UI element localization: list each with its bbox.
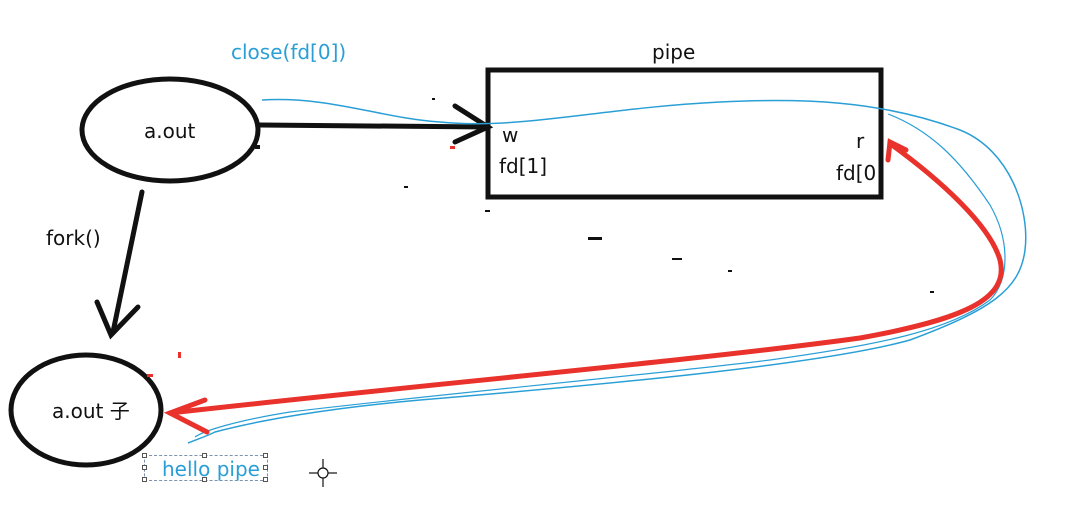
resize-handle[interactable] <box>142 477 147 482</box>
pipe-write-fd-label: fd[1] <box>499 154 548 178</box>
pipe-write-end-label: w <box>502 123 519 147</box>
resize-handle[interactable] <box>202 453 207 458</box>
stray-marks <box>255 98 934 293</box>
resize-handle[interactable] <box>263 477 268 482</box>
resize-handle[interactable] <box>142 465 147 470</box>
flow-trace-line <box>187 98 1027 444</box>
resize-handle[interactable] <box>202 477 207 482</box>
child-process-node <box>8 352 164 468</box>
fork-arrow <box>94 189 145 340</box>
read-arrow <box>163 138 1004 435</box>
crosshair-cursor-icon <box>309 459 337 487</box>
stray-red-marks <box>147 146 455 377</box>
resize-handle[interactable] <box>263 465 268 470</box>
child-process-label: a.out 子 <box>52 399 130 423</box>
pipe-title: pipe <box>652 40 696 64</box>
fork-annotation: fork() <box>46 226 101 250</box>
text-box-selection[interactable] <box>142 453 268 482</box>
parent-process-node <box>79 76 261 184</box>
write-arrow <box>257 103 494 145</box>
pipe-read-fd-label: fd[0 <box>836 161 877 185</box>
resize-handle[interactable] <box>142 453 147 458</box>
pipe-box <box>485 67 884 200</box>
resize-handle[interactable] <box>263 453 268 458</box>
flow-trace-line-2 <box>194 113 1006 438</box>
close-annotation: close(fd[0]) <box>231 40 347 64</box>
pipe-read-end-label: r <box>856 129 865 153</box>
text-box-content[interactable]: hello pipe <box>162 457 260 481</box>
parent-process-label: a.out <box>144 119 196 143</box>
